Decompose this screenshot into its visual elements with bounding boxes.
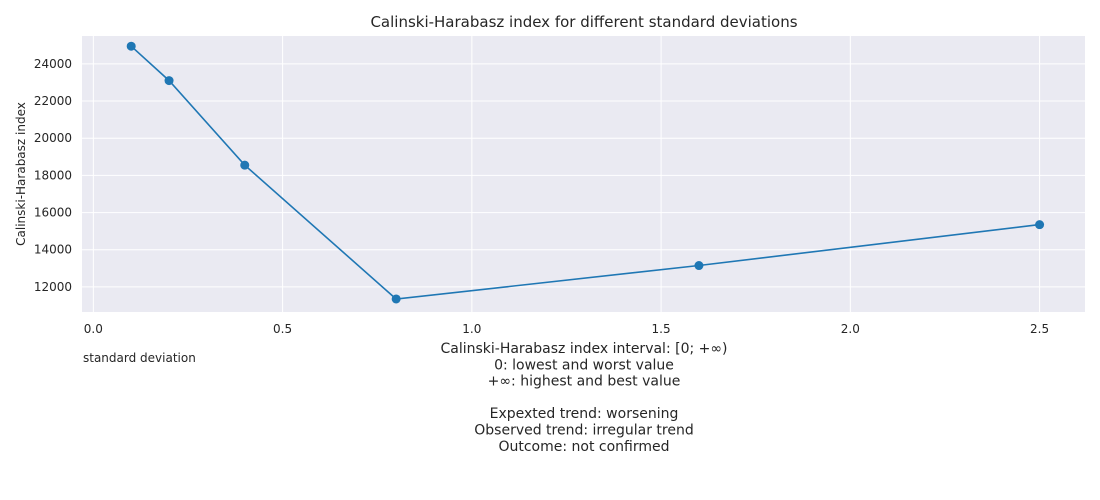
data-point [391, 294, 401, 304]
annotation-line: +∞: highest and best value [488, 374, 681, 390]
data-point [126, 41, 136, 51]
data-points [126, 41, 1045, 304]
plot-area [82, 36, 1085, 312]
y-gridlines [82, 63, 1085, 288]
y-axis-ticks: 12000 14000 16000 18000 20000 22000 24000 [34, 57, 72, 294]
series-line [130, 45, 1040, 300]
y-tick-label: 18000 [34, 168, 72, 182]
x-tick-label: 2.5 [1030, 322, 1049, 336]
annotation-line: Outcome: not confirmed [498, 439, 669, 455]
annotation-text: Calinski-Harabasz index interval: [0; +∞… [440, 341, 727, 455]
data-point [164, 76, 174, 86]
annotation-line: Calinski-Harabasz index interval: [0; +∞… [440, 341, 727, 357]
y-tick-label: 20000 [34, 131, 72, 145]
y-tick-label: 14000 [34, 243, 72, 257]
data-point [1035, 220, 1045, 230]
x-axis-ticks: 0.0 0.5 1.0 1.5 2.0 2.5 [84, 322, 1049, 336]
y-tick-label: 22000 [34, 94, 72, 108]
y-tick-label: 24000 [34, 57, 72, 71]
data-point [694, 261, 704, 271]
y-tick-label: 12000 [34, 280, 72, 294]
y-tick-label: 16000 [34, 206, 72, 220]
chart-title: Calinski-Harabasz index for different st… [370, 13, 797, 31]
x-gridlines [92, 36, 1041, 312]
annotation-line: 0: lowest and worst value [494, 357, 674, 373]
annotation-line: Observed trend: irregular trend [474, 423, 694, 439]
x-tick-label: 0.5 [273, 322, 292, 336]
x-axis-label: standard deviation [83, 351, 196, 365]
data-point [240, 160, 250, 170]
x-tick-label: 1.0 [462, 322, 481, 336]
x-tick-label: 1.5 [652, 322, 671, 336]
x-tick-label: 0.0 [84, 322, 103, 336]
x-tick-label: 2.0 [841, 322, 860, 336]
y-axis-label: Calinski-Harabasz index [14, 102, 28, 246]
annotation-line: Expexted trend: worsening [490, 406, 679, 422]
